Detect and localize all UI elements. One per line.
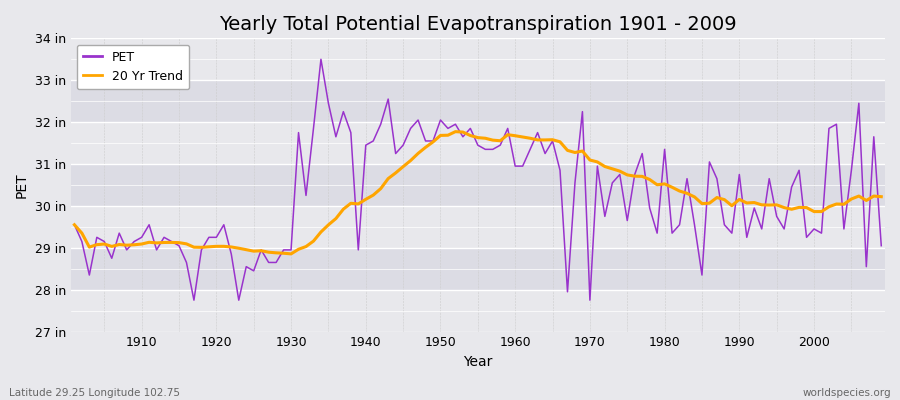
Y-axis label: PET: PET <box>15 172 29 198</box>
Bar <box>71 248 885 290</box>
Bar <box>71 290 885 332</box>
Bar <box>71 206 885 248</box>
Text: worldspecies.org: worldspecies.org <box>803 388 891 398</box>
Legend: PET, 20 Yr Trend: PET, 20 Yr Trend <box>76 44 189 89</box>
Bar <box>71 122 885 164</box>
Bar <box>71 38 885 80</box>
Bar <box>71 80 885 122</box>
Title: Yearly Total Potential Evapotranspiration 1901 - 2009: Yearly Total Potential Evapotranspiratio… <box>219 15 736 34</box>
X-axis label: Year: Year <box>464 355 492 369</box>
Bar <box>71 164 885 206</box>
Text: Latitude 29.25 Longitude 102.75: Latitude 29.25 Longitude 102.75 <box>9 388 180 398</box>
